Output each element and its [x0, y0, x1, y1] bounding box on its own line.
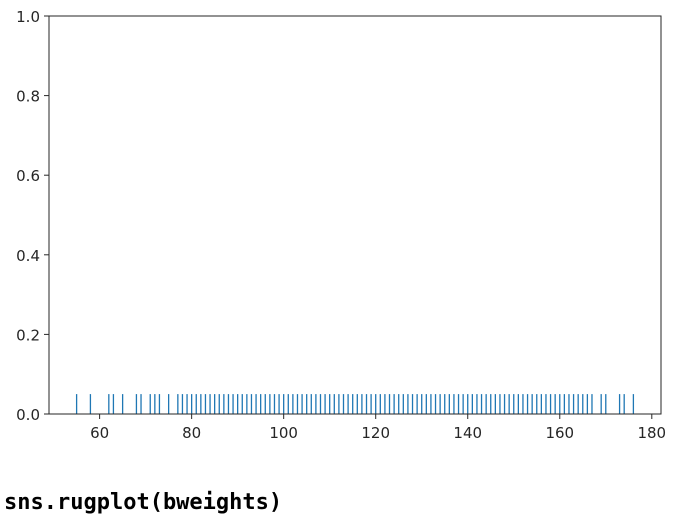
x-tick-label: 160: [545, 424, 574, 442]
rug-chart: 60 80 100 120 140 160 180 0.0 0.2 0.4 0.6 0.8 1.0: [16, 8, 666, 442]
axes-frame: [48, 15, 662, 415]
y-tick-label: 1.0: [16, 8, 40, 26]
x-tick-label: 120: [361, 424, 390, 442]
y-tick-label: 0.2: [16, 326, 40, 344]
y-tick-label: 0.4: [16, 247, 40, 265]
x-tick-label: 180: [637, 424, 666, 442]
x-tick-label: 100: [269, 424, 298, 442]
x-tick-label: 140: [453, 424, 482, 442]
rug-marks: [75, 394, 635, 414]
code-caption: sns.rugplot(bweights): [4, 490, 283, 515]
x-tick-label: 60: [90, 424, 109, 442]
axis-ticks: 60 80 100 120 140 160 180 0.0 0.2 0.4 0.6 0.8 1.0: [16, 8, 666, 442]
y-tick-label: 0.0: [16, 406, 40, 424]
y-tick-label: 0.8: [16, 88, 40, 106]
x-tick-label: 80: [182, 424, 201, 442]
y-tick-label: 0.6: [16, 167, 40, 185]
